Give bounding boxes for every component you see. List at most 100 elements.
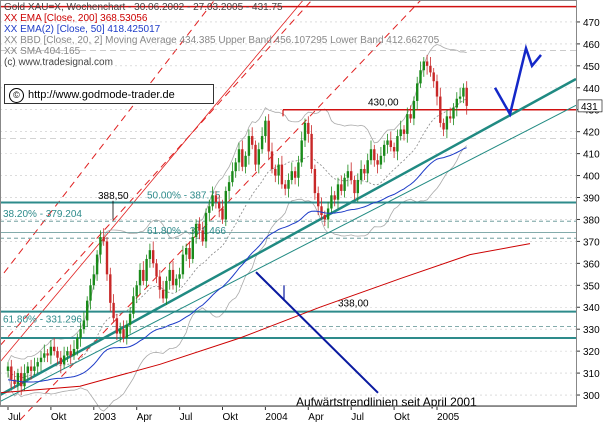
level-label: 61.80% - 331.296: [3, 314, 82, 325]
x-tick-label: Jul: [180, 412, 193, 423]
channel-solid-line: [0, 0, 304, 363]
y-tick-label: 360: [583, 259, 600, 270]
legend-source: (c) www.tradesignal.com: [4, 57, 113, 68]
level-label: 61.80% - 371.466: [147, 226, 226, 237]
candle-body: [29, 366, 33, 371]
candle-body: [317, 193, 320, 207]
y-tick-label: 370: [583, 237, 600, 248]
candle-body: [323, 215, 326, 220]
candle-body: [218, 201, 221, 209]
y-tick-label: 380: [583, 215, 600, 226]
candle-body: [132, 296, 135, 314]
y-tick-label: 400: [583, 172, 600, 183]
y-tick-label: 440: [583, 84, 600, 95]
candle-body: [300, 140, 303, 163]
candle-body: [320, 206, 323, 216]
candle-body: [214, 195, 218, 202]
y-tick-label: 300: [583, 391, 600, 402]
candle-body: [185, 247, 188, 255]
candle-body: [270, 151, 274, 169]
bollinger-bands: [7, 44, 467, 412]
y-tick-label: 310: [583, 369, 600, 380]
candle-body: [198, 223, 201, 231]
trend-lines: [0, 77, 577, 403]
candle-body: [284, 184, 287, 189]
candle-body: [399, 129, 402, 137]
candle-body: [287, 179, 290, 189]
candle-body: [79, 329, 82, 338]
candle-body: [16, 373, 20, 385]
candle-body: [82, 320, 86, 330]
candle-body: [293, 171, 297, 178]
candle-body: [254, 144, 257, 165]
candle-body: [112, 302, 115, 319]
candle-body: [33, 366, 36, 371]
copyright-icon: ©: [9, 87, 24, 103]
x-tick-label: Okt: [223, 412, 239, 423]
candle-body: [76, 337, 79, 349]
candle-body: [128, 313, 132, 325]
candle-body: [165, 280, 168, 299]
candle-body: [99, 237, 102, 255]
candlesticks: [6, 54, 468, 396]
candle-body: [274, 168, 277, 176]
candle-body: [188, 247, 191, 259]
candle-body: [326, 208, 330, 220]
candle-body: [409, 114, 412, 119]
candle-body: [95, 254, 99, 275]
candle-body: [422, 61, 425, 71]
candle-body: [455, 98, 458, 108]
candle-body: [158, 276, 161, 290]
y-tick-label: 350: [583, 281, 600, 292]
candle-body: [241, 149, 244, 167]
candle-body: [251, 136, 254, 145]
projection-zigzag: [493, 43, 542, 118]
candle-body: [257, 149, 260, 165]
annotation-pointer-line: [255, 271, 379, 394]
candle-body: [152, 250, 155, 264]
candle-body: [356, 179, 359, 194]
candle-body: [369, 149, 373, 161]
candle-body: [171, 269, 175, 286]
candle-body: [102, 237, 105, 242]
candle-body: [105, 241, 109, 275]
candle-body: [178, 274, 181, 279]
candle-body: [439, 96, 442, 123]
candle-body: [168, 269, 171, 281]
candle-body: [313, 168, 317, 194]
candle-body: [297, 162, 300, 178]
candle-body: [429, 65, 432, 73]
watermark-url[interactable]: http://www.godmode-trader.de: [28, 89, 175, 101]
candle-body: [227, 182, 231, 191]
channel-dashed-line: [0, 0, 313, 347]
x-tick-label: Okt: [51, 412, 67, 423]
candle-body: [231, 171, 234, 183]
candle-body: [290, 171, 293, 180]
y-tick-label: 410: [583, 150, 600, 161]
candle-body: [247, 136, 251, 156]
candle-body: [119, 329, 122, 334]
candle-body: [392, 147, 396, 152]
candle-body: [396, 136, 399, 152]
x-tick-label: Okt: [394, 412, 410, 423]
y-tick-label: 390: [583, 194, 600, 205]
candle-body: [260, 136, 264, 150]
x-tick-label: 2005: [437, 412, 460, 423]
x-tick-label: Jul: [351, 412, 364, 423]
candle-body: [336, 184, 340, 200]
candle-body: [49, 346, 53, 356]
candle-body: [445, 116, 449, 130]
moving-averages: [0, 147, 531, 394]
candle-body: [379, 155, 383, 165]
candle-body: [145, 258, 148, 281]
channel-dashed-line: [0, 0, 216, 279]
candle-body: [416, 83, 419, 101]
candle-body: [72, 348, 76, 356]
legend-ema50: XX EMA(2) [Close, 50] 418.425017: [4, 24, 161, 35]
legend-ema200: XX EMA [Close, 200] 368.53056: [4, 13, 148, 24]
candle-body: [20, 373, 23, 387]
candle-body: [211, 195, 214, 207]
candle-body: [204, 212, 208, 242]
candle-body: [86, 300, 89, 321]
candle-body: [234, 162, 237, 172]
